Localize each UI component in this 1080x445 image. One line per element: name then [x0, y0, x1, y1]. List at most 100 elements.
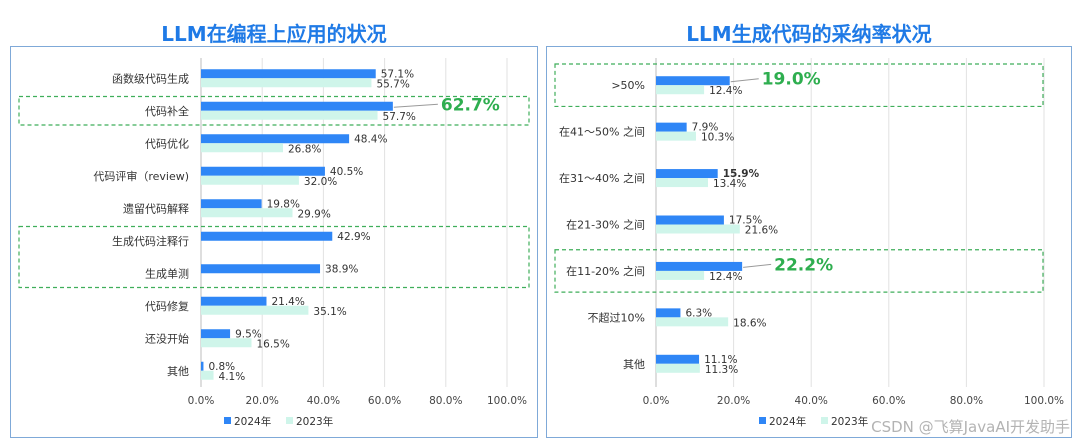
data-label-2024: 15.9% — [723, 168, 760, 180]
right-chart-panel: 0.0% 20.0% 40.0% 60.0% 80.0% 100.0% >50% 12.4% 在… — [546, 46, 1072, 438]
watermark: CSDN @飞算JavaAI开发助手 — [871, 418, 1070, 436]
data-label-2023: 4.1% — [219, 371, 246, 383]
x-tick-label: 80.0% — [429, 395, 462, 407]
data-label-2023: 18.6% — [733, 317, 766, 329]
callout-leader — [730, 78, 759, 83]
x-tick-label: 20.0% — [246, 395, 279, 407]
category-label: 函数级代码生成 — [112, 71, 189, 85]
bar-2023 — [201, 110, 378, 120]
data-label-2024: 19.8% — [267, 198, 300, 210]
callout-label: 19.0% — [762, 70, 821, 90]
x-tick-label: 60.0% — [872, 395, 905, 407]
data-label-2024: 40.5% — [330, 166, 363, 178]
bar-2024 — [656, 308, 681, 318]
legend-label-2024: 2024年 — [234, 415, 271, 428]
bar-2024 — [201, 264, 321, 274]
category-label: 遗留代码解释 — [123, 201, 189, 215]
bar-2023 — [656, 270, 705, 280]
data-label-2023: 16.5% — [256, 338, 289, 350]
data-label-2024: 17.5% — [729, 215, 762, 227]
bar-2023 — [201, 305, 309, 315]
data-label-2024: 38.9% — [325, 263, 358, 275]
bar-2023 — [201, 370, 214, 380]
category-label: 代码修复 — [145, 299, 189, 313]
callout-leader — [743, 263, 772, 268]
category-label: 代码优化 — [145, 136, 189, 150]
highlight-box — [554, 249, 1044, 293]
data-label-2024: 6.3% — [685, 307, 712, 319]
bar-2023 — [656, 224, 740, 234]
data-label-2023: 26.8% — [288, 143, 321, 155]
category-label: 生成单测 — [145, 266, 189, 280]
callout-leader — [393, 103, 438, 108]
data-label-2023: 29.9% — [297, 208, 330, 220]
callout-label: 22.2% — [774, 255, 833, 275]
left-chart-panel: 0.0% 20.0% 40.0% 60.0% 80.0% 100.0% 函数级代码生成 57.… — [10, 46, 538, 438]
x-tick-label: 40.0% — [795, 395, 828, 407]
x-tick-label: 40.0% — [307, 395, 340, 407]
legend-label-2023: 2023年 — [831, 415, 868, 428]
right-chart-svg: 0.0% 20.0% 40.0% 60.0% 80.0% 100.0% >50% 12.4% 在… — [554, 58, 1064, 428]
data-label-2023: 55.7% — [376, 78, 409, 90]
category-label: 其他 — [167, 365, 189, 378]
legend-swatch-2024 — [759, 417, 766, 424]
legend-swatch-2023 — [286, 417, 293, 424]
category-label: 不超过10% — [588, 310, 645, 324]
bar-2024 — [201, 361, 204, 371]
bar-2024 — [201, 296, 267, 306]
bar-2024 — [656, 354, 700, 364]
data-label-2024: 0.8% — [208, 361, 235, 373]
data-label-2024: 57.1% — [381, 68, 414, 80]
data-label-2024: 21.4% — [271, 296, 304, 308]
bar-2024 — [201, 231, 333, 241]
data-label-2023: 11.3% — [705, 364, 738, 376]
category-label: 在11-20% 之间 — [566, 264, 645, 278]
highlight-box — [18, 225, 530, 289]
data-label-2023: 13.4% — [713, 178, 746, 190]
x-tick-label: 60.0% — [368, 395, 401, 407]
x-tick-label: 0.0% — [643, 395, 670, 407]
category-label: 在41～50% 之间 — [559, 125, 645, 139]
data-label-2024: 11.1% — [704, 354, 737, 366]
callout-label: 62.7% — [441, 95, 500, 115]
highlight-box — [554, 63, 1044, 108]
data-label-2024: 48.4% — [354, 133, 387, 145]
category-label: 还没开始 — [145, 331, 189, 345]
legend-swatch-2024 — [224, 417, 231, 424]
highlight-box — [18, 95, 530, 126]
x-tick-label: 20.0% — [717, 395, 750, 407]
category-label: 代码评审（review) — [93, 169, 189, 183]
category-label: >50% — [611, 79, 645, 92]
left-chart-title: LLM在编程上应用的状况 — [161, 22, 387, 46]
bar-2023 — [656, 85, 705, 95]
x-tick-label: 80.0% — [950, 395, 983, 407]
bar-2024 — [201, 134, 350, 144]
category-label: 代码补全 — [145, 104, 189, 118]
right-chart-title: LLM生成代码的采纳率状况 — [686, 22, 932, 46]
data-label-2023: 10.3% — [701, 132, 734, 144]
data-label-2023: 32.0% — [304, 176, 337, 188]
data-label-2023: 57.7% — [383, 111, 416, 123]
bar-2024 — [656, 76, 730, 86]
category-label: 在31～40% 之间 — [559, 171, 645, 185]
bar-2023 — [201, 175, 299, 185]
bar-2023 — [656, 178, 708, 188]
data-label-2023: 35.1% — [313, 306, 346, 318]
bar-2023 — [656, 131, 696, 141]
x-tick-label: 0.0% — [188, 395, 215, 407]
data-label-2024: 7.9% — [692, 122, 719, 134]
data-label-2023: 12.4% — [709, 85, 742, 97]
bar-2024 — [201, 199, 262, 209]
legend-label-2023: 2023年 — [296, 415, 333, 428]
bar-2023 — [201, 338, 252, 348]
category-label: 生成代码注释行 — [112, 234, 189, 248]
data-label-2023: 21.6% — [745, 225, 778, 237]
bar-2023 — [656, 363, 700, 373]
left-chart-svg: 0.0% 20.0% 40.0% 60.0% 80.0% 100.0% 函数级代码生成 57.… — [18, 58, 530, 428]
bar-2023 — [201, 78, 372, 88]
data-label-2023: 12.4% — [709, 271, 742, 283]
bar-2024 — [656, 261, 743, 271]
bar-2024 — [656, 122, 687, 132]
legend-label-2024: 2024年 — [769, 415, 806, 428]
x-tick-label: 100.0% — [487, 395, 527, 407]
